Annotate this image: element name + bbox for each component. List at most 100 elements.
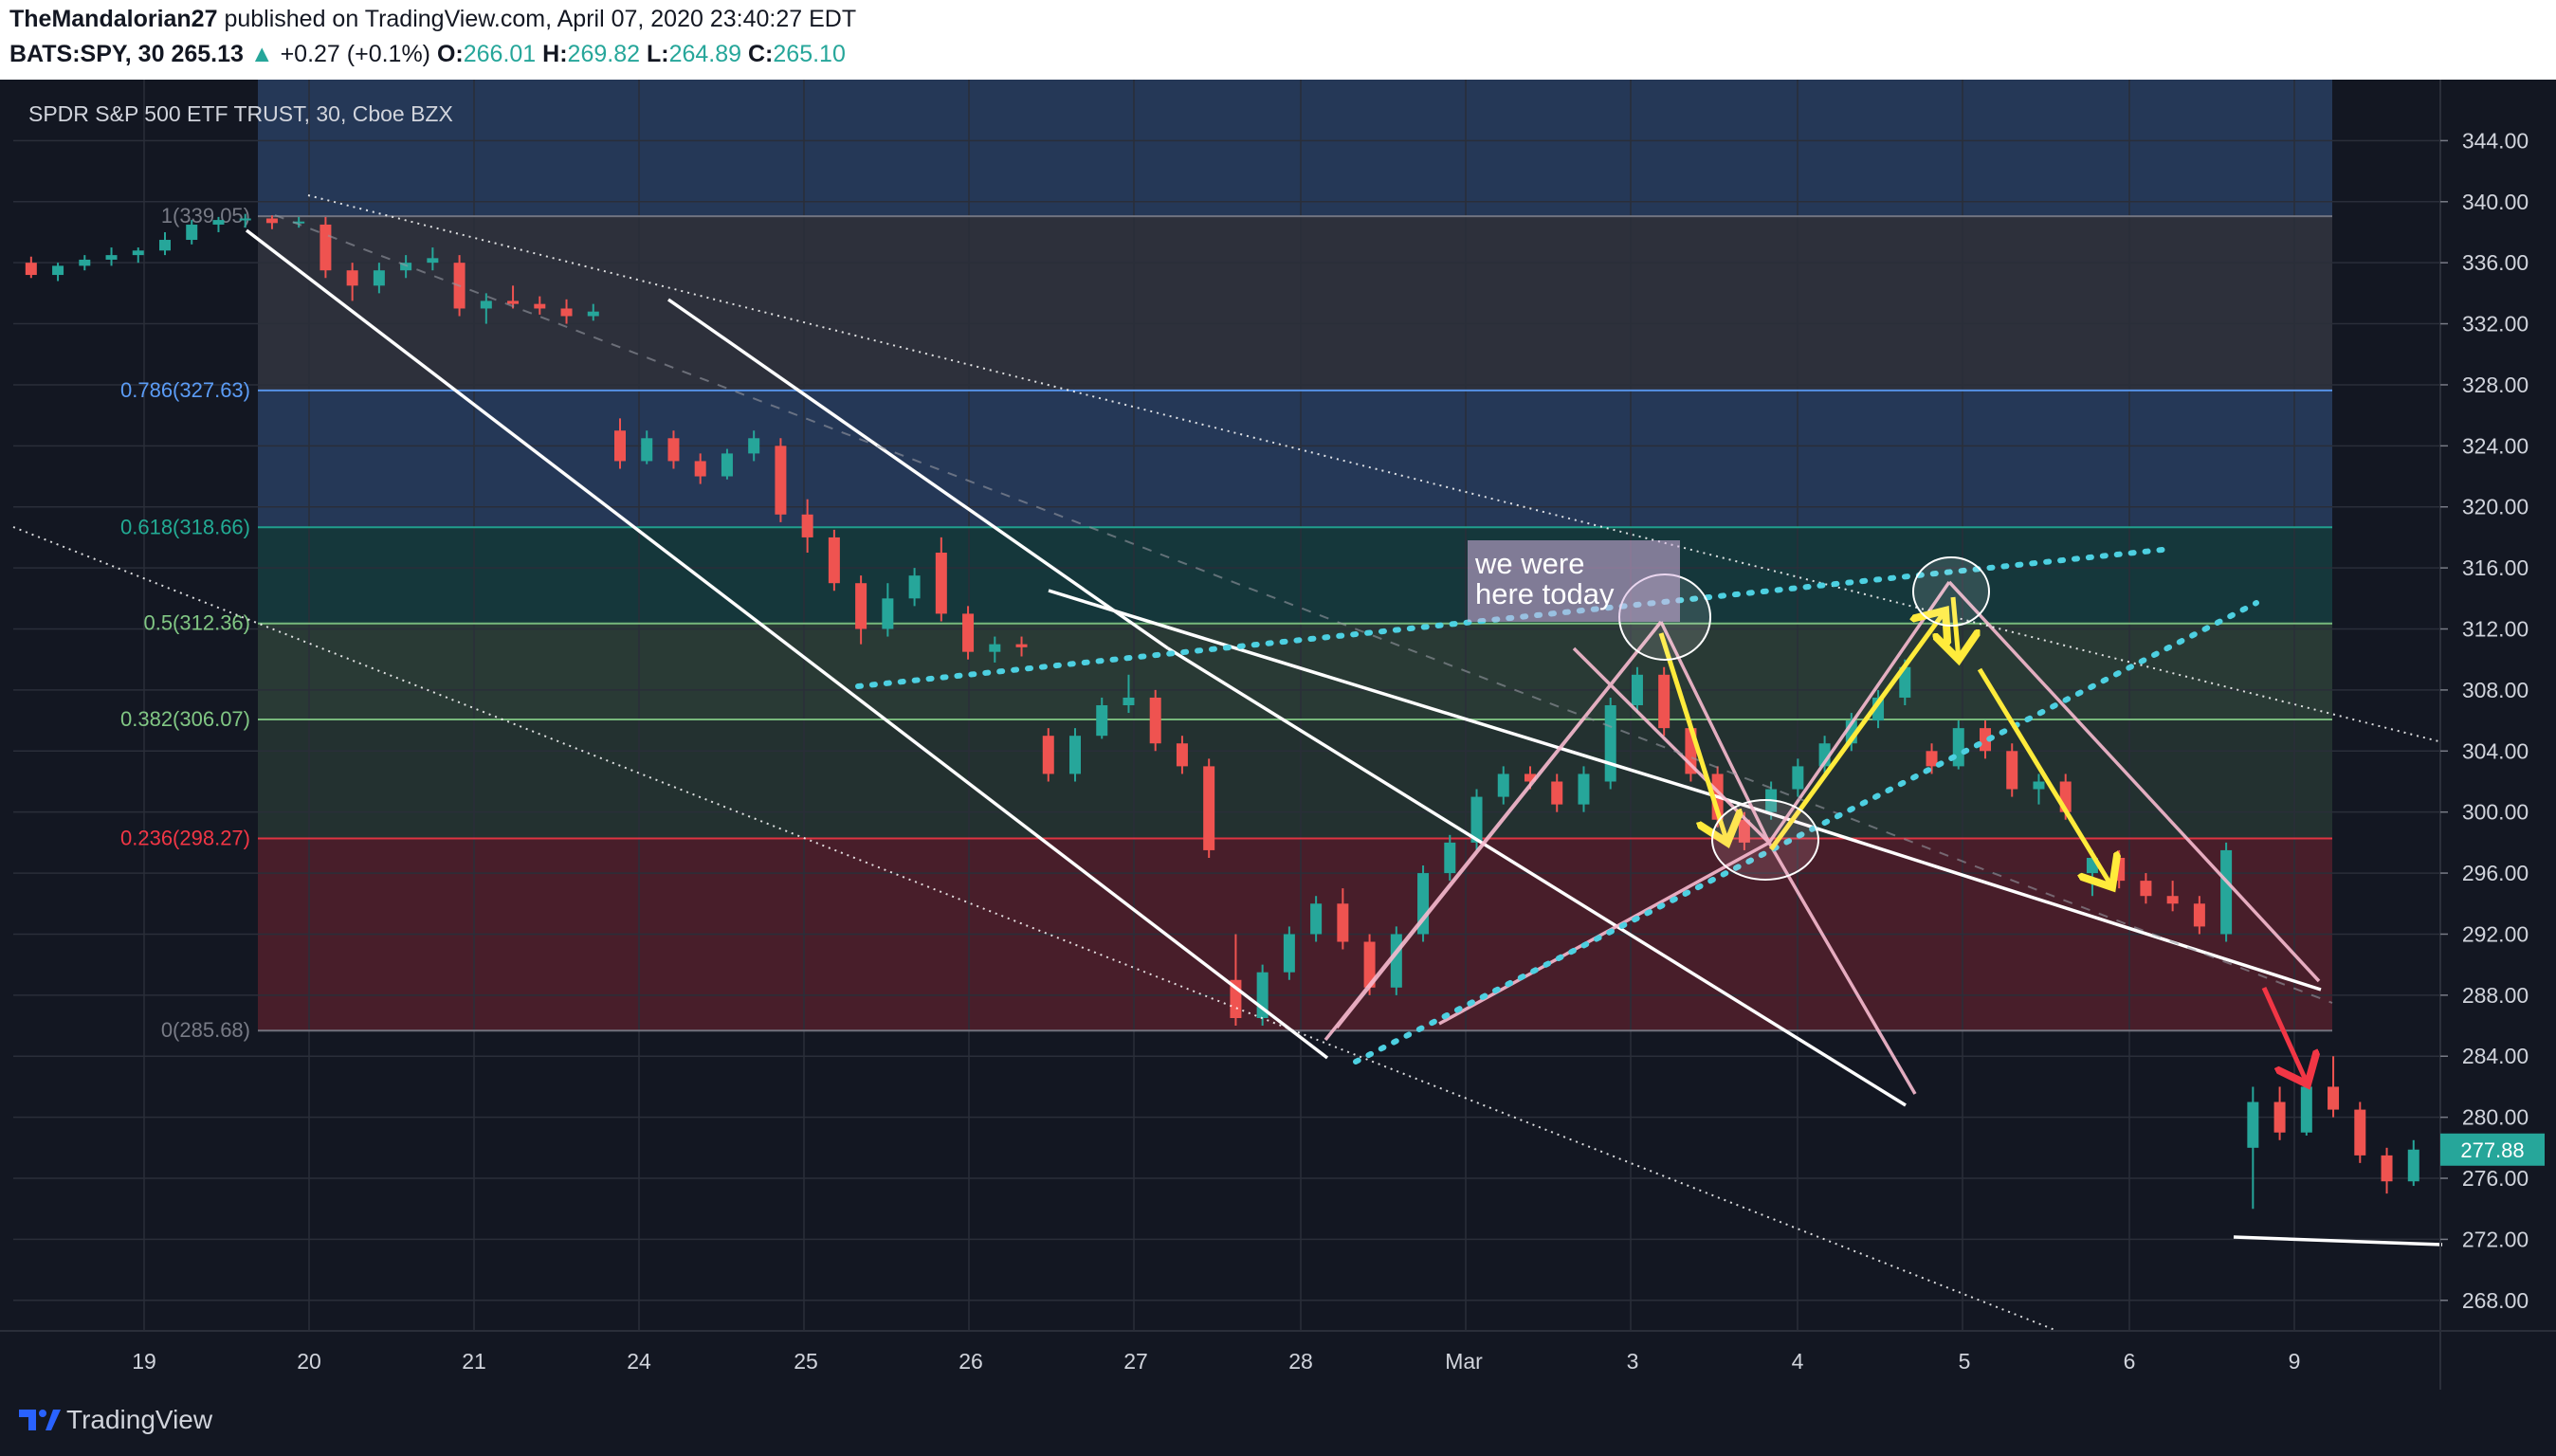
candle-28 (775, 438, 787, 522)
fib-lines: 1(339.05) 0.786(327.63) 0.618(318.66) 0.5(3… (120, 204, 2332, 1042)
x-tick-label: 28 (1288, 1349, 1313, 1374)
candle-9 (265, 215, 278, 229)
candle-body (1203, 766, 1215, 850)
candle-body (1015, 644, 1028, 647)
change-up-icon: ▲ (249, 41, 274, 67)
y-tick-label: 324.00 (2462, 433, 2529, 458)
change-value: +0.27 (+0.1%) (280, 41, 430, 67)
candle-17 (480, 293, 492, 324)
candle-body (1604, 705, 1616, 782)
candle-body (1792, 766, 1804, 790)
y-tick-label: 268.00 (2462, 1288, 2529, 1313)
price-chart[interactable]: 1(339.05) 0.786(327.63) 0.618(318.66) 0.5(3… (0, 80, 2556, 1390)
candle-44 (1203, 758, 1215, 858)
candle-body (346, 270, 358, 286)
candle-body (1310, 903, 1323, 935)
candle-body (2113, 857, 2126, 882)
candle-39 (1069, 728, 1081, 782)
candle-body (641, 438, 653, 462)
candle-30 (828, 529, 840, 592)
trendline-channel-upper-a (666, 298, 1170, 650)
candle-12 (346, 263, 358, 301)
trendline-channel-upper-b (1167, 646, 1907, 1107)
chart-title: SPDR S&P 500 ETF TRUST, 30, Cboe BZX (28, 101, 453, 126)
fib-label-4: 0.382(306.07) (120, 707, 250, 731)
candle-body (1096, 705, 1108, 737)
candle-11 (320, 216, 332, 279)
candle-88 (2381, 1147, 2393, 1194)
candle-80 (2166, 881, 2179, 912)
candle-body (2193, 903, 2205, 927)
annotation-box[interactable] (1468, 540, 1680, 622)
candle-24 (667, 430, 680, 469)
candle-22 (614, 418, 626, 469)
candle-body (52, 265, 64, 276)
x-tick-label: 3 (1627, 1349, 1639, 1374)
x-tick-label: 5 (1959, 1349, 1971, 1374)
candle-body (989, 644, 1001, 652)
candle-body (2247, 1101, 2259, 1148)
y-tick-label: 272.00 (2462, 1227, 2529, 1251)
candle-body (2381, 1155, 2393, 1182)
candle-33 (908, 568, 921, 607)
y-tick-label: 304.00 (2462, 738, 2529, 763)
candle-61 (1658, 666, 1671, 737)
x-tick-label: 21 (462, 1349, 486, 1374)
y-tick-label: 340.00 (2462, 190, 2529, 214)
candle-34 (935, 537, 947, 622)
close-value: 265.10 (773, 41, 846, 67)
candle-25 (694, 453, 706, 484)
candle-body (775, 446, 787, 515)
author-name[interactable]: TheMandalorian27 (9, 6, 218, 32)
support-line (2233, 1235, 2443, 1247)
circle-marker-bottom (1711, 799, 1819, 881)
candle-42 (1149, 689, 1161, 752)
candle-body (721, 453, 733, 477)
y-tick-label: 344.00 (2462, 128, 2529, 153)
y-tick-label: 336.00 (2462, 250, 2529, 275)
candle-75 (2033, 774, 2045, 805)
x-tick-label: 4 (1792, 1349, 1804, 1374)
last-price: 265.13 (171, 41, 244, 67)
symbol-label: BATS:SPY, 30 (9, 41, 165, 67)
candle-body (855, 583, 867, 629)
tradingview-logo-icon[interactable] (17, 1406, 61, 1434)
y-tick-label: 296.00 (2462, 861, 2529, 885)
time-axis[interactable]: 19 20 21 24 25 26 27 28 Mar 3 4 5 6 9 (132, 1349, 2300, 1374)
candle-2 (79, 255, 91, 271)
x-tick-label: 20 (297, 1349, 321, 1374)
candle-body (1123, 697, 1135, 705)
drawings: we were here today (12, 194, 2443, 1332)
pattern-leg-6 (1335, 620, 1663, 1029)
candle-27 (748, 430, 760, 462)
fib-zone-1 (258, 216, 2332, 391)
y-tick-label: 308.00 (2462, 678, 2529, 702)
plot-area[interactable] (13, 80, 2440, 1331)
candle-body (1497, 774, 1509, 797)
candle-body (1524, 774, 1536, 782)
tradingview-brand[interactable]: TradingView (66, 1405, 213, 1434)
candle-0 (25, 256, 37, 279)
publish-info: TheMandalorian27 published on TradingVie… (9, 6, 856, 33)
y-tick-label: 288.00 (2462, 983, 2529, 1008)
x-tick-label: Mar (1445, 1349, 1483, 1374)
candle-body (1444, 842, 1456, 874)
candle-body (908, 575, 921, 599)
candle-body (694, 461, 706, 477)
pattern-leg-5 (1947, 580, 2321, 983)
candle-body (828, 537, 840, 584)
published-text: published on TradingView.com, April 07, … (224, 6, 857, 32)
candle-57 (1551, 774, 1563, 812)
candle-body (212, 220, 225, 225)
candle-41 (1123, 674, 1135, 714)
candle-body (1631, 674, 1643, 705)
candle-body (1470, 796, 1483, 843)
candle-body (1390, 934, 1402, 988)
price-axis[interactable]: 268.00 272.00 276.00 280.00 284.00 288.00 292.… (2440, 128, 2529, 1313)
candle-5 (159, 231, 171, 256)
close-label: C: (748, 41, 774, 67)
candle-body (748, 438, 760, 454)
trendline-channel-lower (245, 228, 1329, 1060)
fib-zone-3 (258, 527, 2332, 624)
y-tick-label: 328.00 (2462, 373, 2529, 397)
